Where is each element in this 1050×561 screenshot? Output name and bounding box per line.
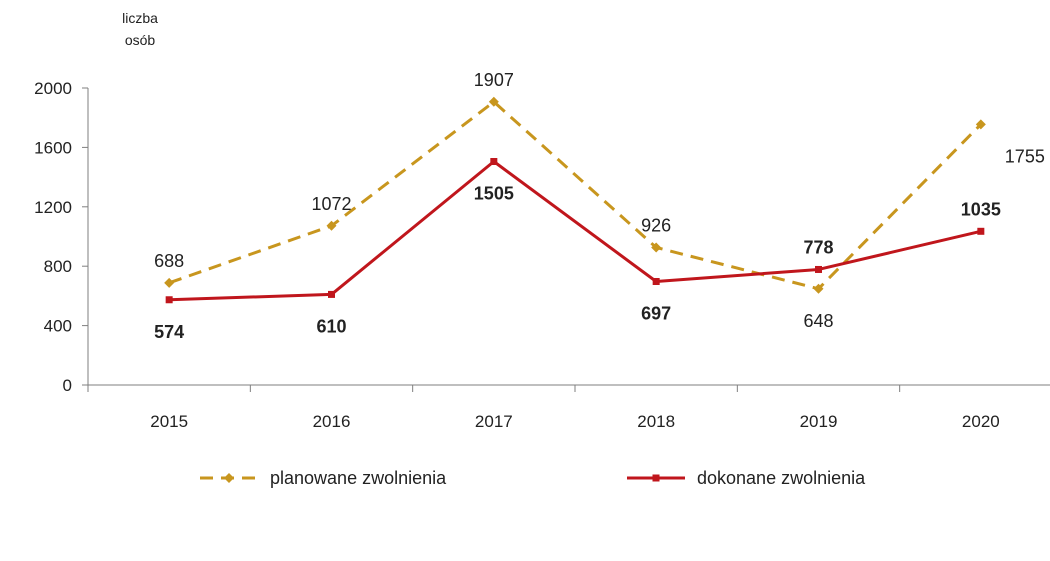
y-tick-label: 800	[44, 257, 72, 276]
data-label: 688	[154, 251, 184, 271]
x-tick-label: 2018	[637, 412, 675, 431]
data-label: 1505	[474, 184, 514, 204]
y-axis-unit-label: liczba osób	[122, 10, 158, 48]
y-tick-label: 400	[44, 317, 72, 336]
y-axis-unit-label-line: osób	[125, 32, 156, 48]
legend-label: planowane zwolnienia	[270, 468, 447, 488]
data-label: 778	[803, 237, 833, 257]
data-label: 574	[154, 322, 184, 342]
x-tick-label: 2016	[313, 412, 351, 431]
data-label: 1755	[1005, 146, 1045, 166]
data-point-marker	[328, 290, 335, 298]
y-axis-ticks: 0 400 800 1200 1600 2000	[34, 79, 88, 395]
data-point-marker	[164, 277, 175, 288]
data-label: 697	[641, 303, 671, 323]
legend-swatch-marker	[224, 473, 234, 483]
data-point-marker	[815, 265, 822, 273]
x-tick-label: 2015	[150, 412, 188, 431]
y-tick-label: 1200	[34, 198, 72, 217]
y-tick-label: 0	[63, 376, 72, 395]
series-line-dokonane	[169, 160, 982, 302]
x-tick-label: 2017	[475, 412, 513, 431]
axes	[87, 88, 1050, 386]
legend: planowane zwolnienia dokonane zwolnienia	[200, 468, 866, 488]
x-axis-ticks: 2015 2016 2017 2018 2019 2020	[87, 385, 1000, 431]
y-axis-unit-label-line: liczba	[122, 10, 158, 26]
data-label: 1035	[961, 199, 1001, 219]
data-point-marker	[488, 96, 499, 107]
legend-label: dokonane zwolnienia	[697, 468, 866, 488]
data-point-marker	[165, 296, 173, 304]
legend-swatch-marker	[652, 474, 660, 482]
data-label: 1072	[311, 194, 351, 214]
x-tick-label: 2019	[800, 412, 838, 431]
data-point-marker	[652, 277, 660, 285]
data-point-marker	[813, 283, 824, 294]
data-label: 648	[803, 311, 833, 331]
data-point-marker	[975, 119, 986, 130]
data-labels: 688 1072 1907 926 648 1755 574 610 1505 697 778 103…	[154, 70, 1045, 342]
data-label: 926	[641, 215, 671, 235]
data-label: 610	[316, 316, 346, 336]
data-point-marker	[326, 220, 337, 231]
y-tick-label: 2000	[34, 79, 72, 98]
x-tick-label: 2020	[962, 412, 1000, 431]
y-tick-label: 1600	[34, 138, 72, 157]
data-label: 1907	[474, 70, 514, 90]
series-group	[164, 96, 986, 304]
data-point-marker	[490, 158, 498, 166]
data-point-marker	[651, 242, 662, 253]
series-line-planowane	[168, 100, 982, 291]
data-point-marker	[977, 227, 985, 235]
